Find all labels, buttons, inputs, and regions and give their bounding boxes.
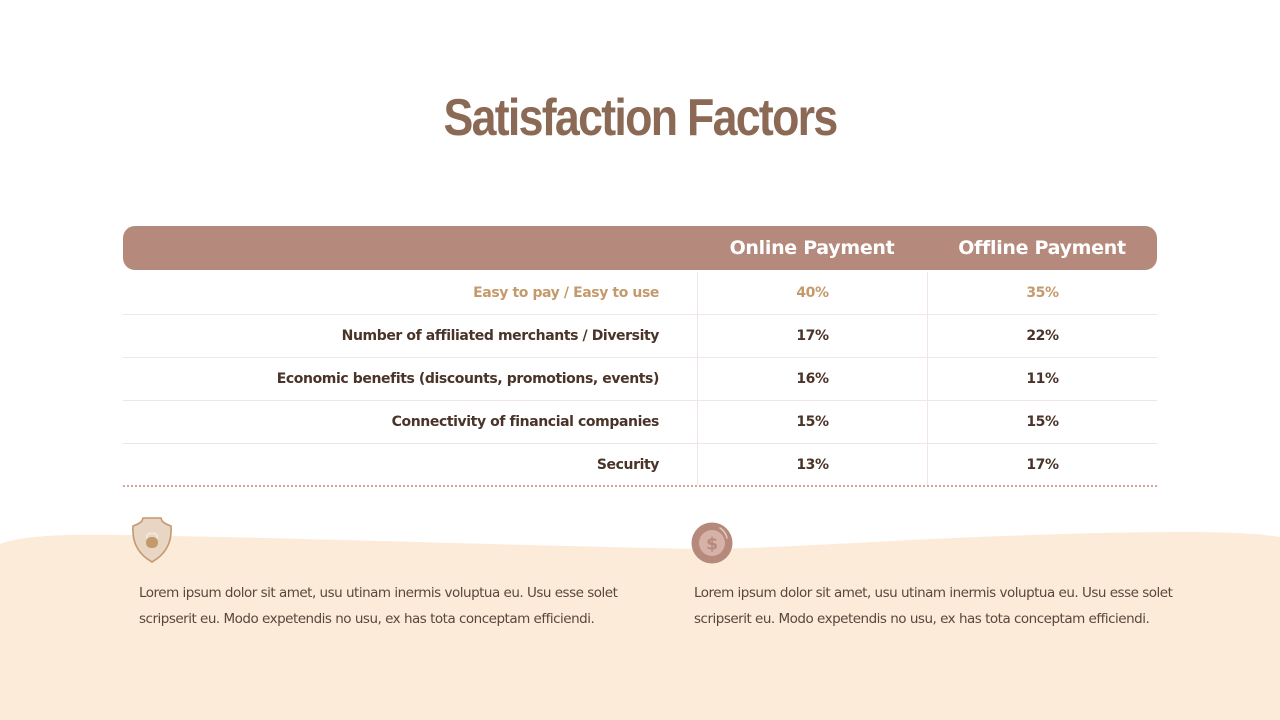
- table-row: Number of affiliated merchants / Diversi…: [123, 315, 1157, 358]
- table-body: Easy to pay / Easy to use 40% 35% Number…: [123, 272, 1157, 487]
- online-cell: 40%: [697, 272, 927, 314]
- note-text: Lorem ipsum dolor sit amet, usu utinam i…: [139, 585, 618, 627]
- factor-cell: Number of affiliated merchants / Diversi…: [341, 328, 660, 344]
- table-row: Connectivity of financial companies 15% …: [123, 401, 1157, 444]
- header-online-payment: Online Payment: [729, 237, 895, 259]
- factor-cell: Connectivity of financial companies: [391, 414, 660, 430]
- online-cell: 16%: [697, 358, 927, 400]
- offline-cell: 35%: [927, 272, 1157, 314]
- dollar-coin-icon: $: [691, 522, 733, 564]
- page-title: Satisfaction Factors: [443, 89, 838, 147]
- table-row: Easy to pay / Easy to use 40% 35%: [123, 272, 1157, 315]
- table-header: Online Payment Offline Payment: [123, 226, 1157, 270]
- factor-cell: Security: [596, 456, 660, 473]
- online-cell: 15%: [697, 401, 927, 443]
- shield-lock-icon: [132, 517, 172, 563]
- table-row: Economic benefits (discounts, promotions…: [123, 358, 1157, 401]
- online-cell: 17%: [697, 315, 927, 357]
- svg-text:$: $: [706, 535, 718, 555]
- offline-cell: 22%: [927, 315, 1157, 357]
- offline-cell: 11%: [927, 358, 1157, 400]
- header-offline-payment: Offline Payment: [958, 237, 1126, 259]
- table-row: Security 13% 17%: [123, 444, 1157, 487]
- factor-cell: Economic benefits (discounts, promotions…: [276, 371, 660, 387]
- online-cell: 13%: [697, 444, 927, 485]
- note-text: Lorem ipsum dolor sit amet, usu utinam i…: [694, 585, 1173, 627]
- offline-cell: 15%: [927, 401, 1157, 443]
- satisfaction-table: Online Payment Offline Payment Easy to p…: [123, 226, 1157, 487]
- offline-cell: 17%: [927, 444, 1157, 485]
- factor-cell: Easy to pay / Easy to use: [473, 285, 659, 301]
